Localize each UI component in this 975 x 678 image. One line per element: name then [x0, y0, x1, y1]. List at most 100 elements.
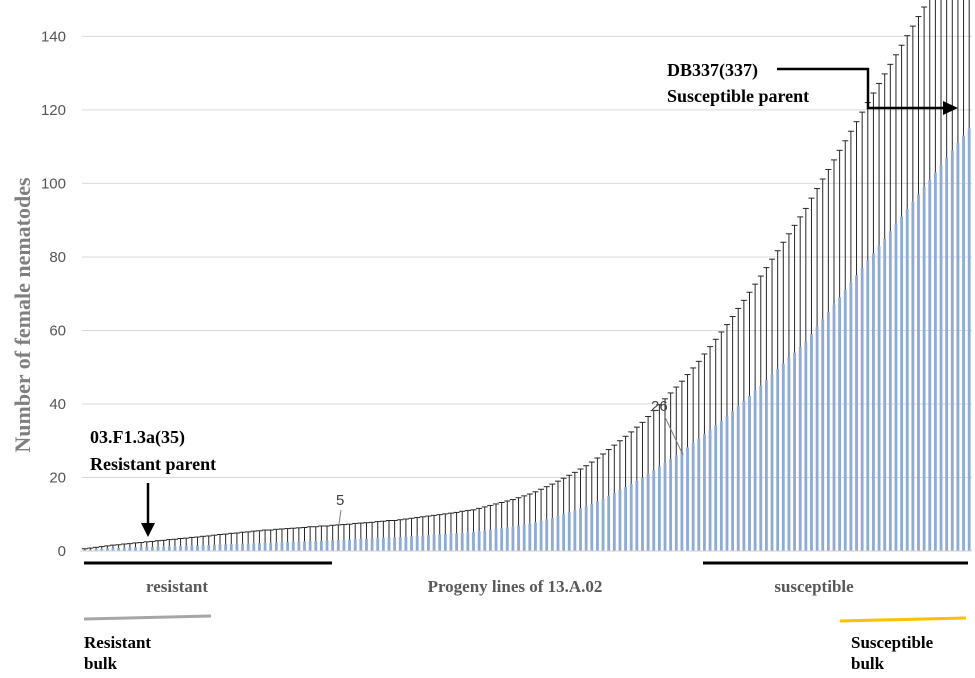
bar: [674, 455, 678, 551]
bar: [731, 411, 735, 551]
susceptible-group-label: susceptible: [774, 577, 854, 596]
bar: [866, 260, 870, 551]
bar: [111, 548, 115, 551]
bar: [381, 537, 385, 551]
bar: [314, 541, 318, 551]
bar: [83, 549, 87, 551]
bar: [539, 520, 543, 551]
y-tick-label: 20: [49, 469, 66, 486]
bar: [753, 390, 757, 551]
bar: [252, 543, 256, 551]
bar: [646, 473, 650, 551]
bar: [500, 528, 504, 551]
bar: [888, 231, 892, 551]
bar: [274, 542, 278, 551]
bar: [691, 442, 695, 551]
bar: [122, 547, 126, 551]
bar: [562, 514, 566, 551]
bar: [387, 537, 391, 551]
bar: [545, 519, 549, 551]
y-tick-label: 60: [49, 322, 66, 339]
bar: [303, 541, 306, 551]
bar: [708, 429, 712, 551]
bar: [669, 459, 673, 551]
bar: [748, 395, 751, 551]
bar: [336, 539, 340, 551]
bar: [235, 544, 239, 551]
bar: [736, 406, 740, 551]
bar: [534, 522, 537, 551]
bar: [269, 542, 273, 551]
bar: [393, 537, 397, 551]
bar: [793, 352, 796, 551]
bar: [928, 179, 932, 551]
bar: [567, 512, 571, 551]
bar: [263, 542, 267, 551]
bar: [218, 544, 222, 551]
bar: [376, 538, 380, 551]
bar: [308, 541, 312, 551]
bar: [933, 172, 937, 552]
bar: [843, 290, 847, 551]
bar: [601, 498, 605, 551]
bar: [787, 358, 791, 551]
bar: [398, 537, 402, 551]
bar: [494, 528, 498, 551]
bar: [488, 529, 492, 551]
bar: [596, 501, 599, 551]
bar: [528, 523, 532, 551]
bar: [900, 216, 903, 551]
bar: [331, 540, 335, 551]
bar: [838, 297, 842, 551]
bar: [663, 462, 667, 551]
bar: [145, 546, 149, 551]
bar: [505, 527, 509, 551]
bar: [139, 547, 143, 551]
bar: [370, 538, 374, 551]
susceptible-parent-name: DB337(337): [667, 60, 758, 81]
bar: [872, 253, 875, 551]
bars: [83, 128, 971, 552]
bar: [855, 275, 858, 551]
bar: [612, 492, 616, 551]
bar: [894, 223, 898, 551]
bar: [719, 420, 723, 551]
bar: [849, 282, 853, 551]
bar: [759, 385, 763, 551]
bar: [89, 549, 92, 551]
bar: [297, 541, 301, 551]
bar: [151, 546, 154, 551]
bar: [258, 543, 261, 551]
y-tick-label: 140: [41, 28, 66, 45]
susceptible-bulk-line: [839, 616, 967, 623]
bar: [128, 547, 132, 551]
bar: [922, 187, 926, 552]
bar: [443, 534, 447, 551]
bar: [427, 535, 430, 551]
susceptible-parent-arrowhead: [943, 101, 958, 115]
bar: [421, 535, 425, 551]
bar: [905, 209, 909, 551]
bar: [319, 540, 323, 551]
bar: [641, 477, 644, 551]
label-5-leader: [338, 509, 342, 525]
bar: [117, 548, 121, 551]
bar: [579, 508, 582, 551]
bar: [556, 516, 560, 551]
bar: [156, 546, 160, 551]
bar: [134, 547, 137, 551]
bar: [224, 544, 228, 551]
resistant-bulk-label-2: bulk: [84, 654, 118, 673]
bar: [449, 533, 453, 551]
resistant-bulk-line: [83, 614, 212, 621]
bar: [624, 487, 627, 551]
bar: [950, 150, 954, 551]
bar: [832, 304, 836, 551]
bar: [212, 544, 216, 551]
bar: [635, 480, 639, 551]
bar: [325, 540, 329, 551]
bar: [342, 539, 346, 551]
bar: [652, 470, 656, 551]
label-26: 26: [651, 398, 668, 415]
